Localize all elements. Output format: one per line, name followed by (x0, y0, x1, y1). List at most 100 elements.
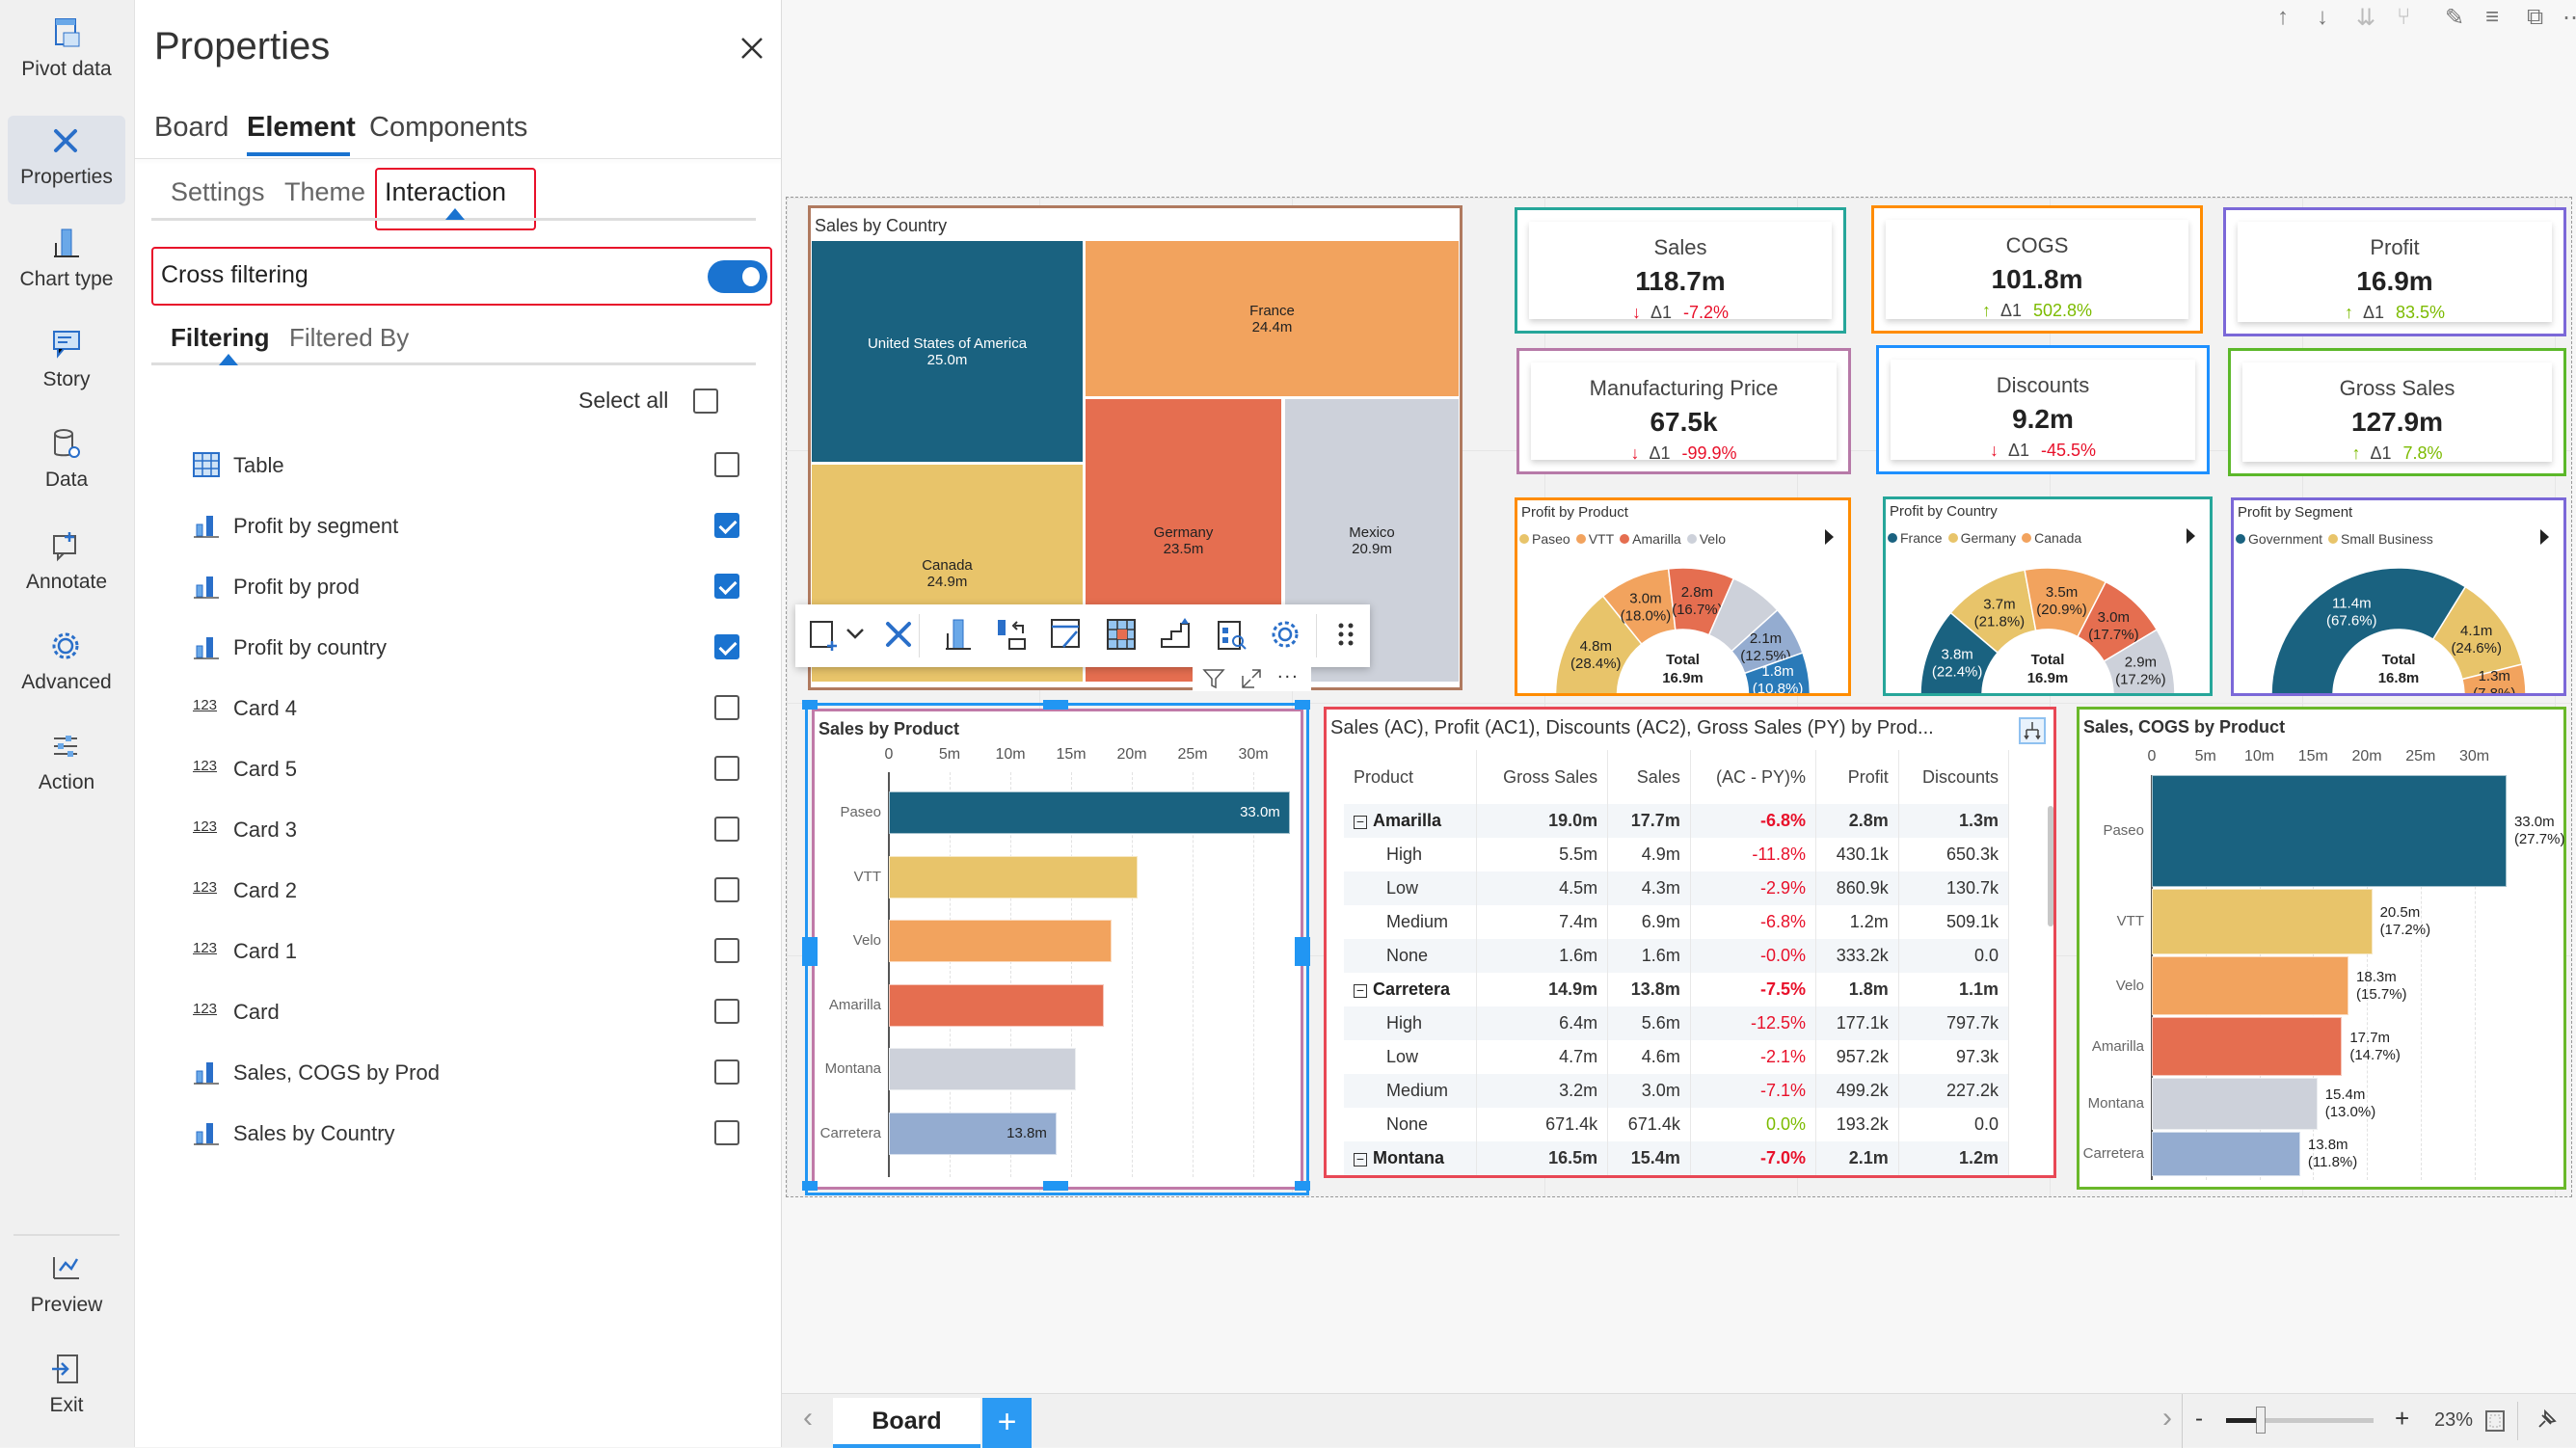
element-list-item-checkbox[interactable] (714, 574, 739, 599)
resize-handle[interactable] (802, 937, 818, 966)
column-header[interactable]: Discounts (1898, 750, 2010, 804)
bar[interactable] (2152, 956, 2349, 1015)
donut-slice[interactable] (2103, 629, 2176, 693)
zoom-slider[interactable] (2226, 1407, 2374, 1434)
treemap-tile[interactable]: United States of America 25.0m (812, 241, 1083, 462)
filter-lines-icon[interactable]: ≡ (2485, 4, 2500, 30)
zoom-thumb[interactable] (2256, 1407, 2266, 1434)
column-header[interactable]: (AC - PY)% (1690, 750, 1817, 804)
drill-button[interactable] (2019, 717, 2046, 744)
next-page-button[interactable]: › (2162, 1402, 2172, 1434)
tab-element[interactable]: Element (247, 112, 356, 143)
element-list-item-checkbox[interactable] (714, 817, 739, 842)
kpi-card-discounts[interactable]: Discounts 9.2m ↓ Δ1 -45.5% (1876, 345, 2210, 474)
rail-item-advanced[interactable]: Advanced (8, 621, 125, 710)
bar[interactable] (889, 1113, 1057, 1155)
subtab-theme[interactable]: Theme (284, 177, 366, 206)
sales-by-product-widget[interactable]: Sales by Product 0 5m 10m 15m 20m 25m 30m Paseo… (812, 709, 1303, 1190)
legend-item[interactable]: France (1886, 530, 1943, 546)
bar[interactable] (2152, 1017, 2343, 1076)
rail-item-chart-type[interactable]: Chart type (8, 218, 125, 307)
focus-mode-icon[interactable]: ⧉ (2527, 4, 2544, 30)
profit-by-product-widget[interactable]: Profit by Product Paseo VTT Amarilla Velo 4.8… (1515, 497, 1851, 696)
zoom-out-button[interactable]: - (2195, 1406, 2203, 1432)
kpi-card-sales[interactable]: Sales 118.7m ↓ Δ1 -7.2% (1515, 207, 1846, 334)
pin-icon[interactable]: ✎ (2445, 5, 2465, 31)
rail-item-preview[interactable]: Preview (8, 1244, 125, 1332)
element-list-item-checkbox[interactable] (714, 1059, 739, 1085)
resize-handle[interactable] (1295, 1181, 1310, 1191)
drag-handle-icon[interactable] (1328, 616, 1366, 655)
column-header[interactable]: Product (1344, 750, 1478, 804)
bar[interactable] (889, 920, 1112, 962)
collapse-icon[interactable]: − (1354, 815, 1367, 829)
column-header[interactable]: Sales (1607, 750, 1691, 804)
treemap-tile[interactable]: France 24.4m (1086, 241, 1459, 396)
chevron-down-icon[interactable] (840, 616, 878, 655)
tab-board[interactable]: Board (154, 112, 229, 143)
trend-icon[interactable] (1158, 616, 1196, 655)
cross-filtering-toggle[interactable] (708, 260, 767, 293)
profit-by-segment-widget[interactable]: Profit by Segment Government Small Busines… (2231, 497, 2566, 696)
swap-axis-icon[interactable] (994, 616, 1033, 655)
kpi-card-manufacturing-price[interactable]: Manufacturing Price 67.5k ↓ Δ1 -99.9% (1516, 348, 1851, 474)
tab-filtered-by[interactable]: Filtered By (289, 323, 410, 352)
element-list-item-checkbox[interactable] (714, 452, 739, 477)
bar[interactable] (889, 856, 1139, 898)
rail-item-annotate[interactable]: Annotate (8, 521, 125, 609)
resize-handle[interactable] (1295, 937, 1310, 966)
rail-item-story[interactable]: Story (8, 318, 125, 407)
filter-icon[interactable] (1202, 668, 1225, 689)
element-list-item-checkbox[interactable] (714, 513, 739, 538)
resize-handle[interactable] (802, 1181, 818, 1191)
legend-next-icon[interactable] (2187, 528, 2195, 544)
zoom-in-button[interactable]: + (2395, 1404, 2410, 1433)
bar[interactable] (2152, 1078, 2318, 1130)
kpi-card-gross-sales[interactable]: Gross Sales 127.9m ↑ Δ1 7.8% (2228, 348, 2566, 476)
legend-item[interactable]: Canada (2016, 530, 2081, 546)
rail-item-action[interactable]: Action (8, 721, 125, 810)
more-options-button[interactable]: ... (1277, 661, 1300, 683)
tab-components[interactable]: Components (369, 112, 528, 143)
donut-slice[interactable] (2270, 567, 2467, 693)
legend-item[interactable]: VTT (1570, 531, 1614, 547)
tab-filtering[interactable]: Filtering (171, 323, 270, 352)
legend-next-icon[interactable] (2540, 529, 2549, 545)
prev-page-button[interactable]: ‹ (803, 1402, 813, 1434)
legend-item[interactable]: Amarilla (1614, 531, 1681, 547)
edit-layout-icon[interactable] (1048, 616, 1087, 655)
pin-icon[interactable] (2532, 1408, 2559, 1435)
settings-icon[interactable] (1267, 616, 1305, 655)
profit-by-country-widget[interactable]: Profit by Country France Germany Canada 3.8m… (1883, 496, 2213, 696)
more-icon[interactable]: ⋯ (2563, 5, 2576, 31)
add-element-icon[interactable] (807, 616, 845, 655)
chart-type-icon[interactable] (940, 616, 979, 655)
rail-item-exit[interactable]: Exit (8, 1344, 125, 1433)
subtab-settings[interactable]: Settings (171, 177, 265, 206)
drill-down-all-icon[interactable]: ⇊ (2356, 5, 2376, 31)
resize-handle[interactable] (1043, 1181, 1068, 1191)
add-page-button[interactable]: + (982, 1398, 1032, 1448)
select-all-checkbox[interactable] (693, 389, 718, 414)
properties-icon[interactable] (880, 616, 919, 655)
element-list-item-checkbox[interactable] (714, 877, 739, 902)
conditional-format-icon[interactable] (1104, 616, 1142, 655)
column-header[interactable]: Gross Sales (1476, 750, 1609, 804)
bar[interactable] (889, 791, 1290, 834)
column-header[interactable]: Profit (1815, 750, 1899, 804)
expand-icon[interactable] (1241, 668, 1262, 689)
element-list-item-checkbox[interactable] (714, 999, 739, 1024)
rail-item-properties[interactable]: Properties (8, 116, 125, 204)
scrollbar[interactable] (2048, 806, 2053, 926)
subtab-interaction[interactable]: Interaction (385, 177, 507, 206)
element-list-item-checkbox[interactable] (714, 634, 739, 659)
legend-item[interactable]: Paseo (1517, 531, 1570, 547)
collapse-icon[interactable]: − (1354, 983, 1367, 998)
kpi-card-cogs[interactable]: COGS 101.8m ↑ Δ1 502.8% (1871, 205, 2203, 334)
data-inspect-icon[interactable] (1213, 616, 1251, 655)
legend-item[interactable]: Government (2234, 531, 2322, 547)
element-list-item-checkbox[interactable] (714, 695, 739, 720)
tab-board-page[interactable]: Board (833, 1398, 980, 1448)
element-list-item-checkbox[interactable] (714, 1120, 739, 1145)
bar[interactable] (889, 984, 1105, 1027)
